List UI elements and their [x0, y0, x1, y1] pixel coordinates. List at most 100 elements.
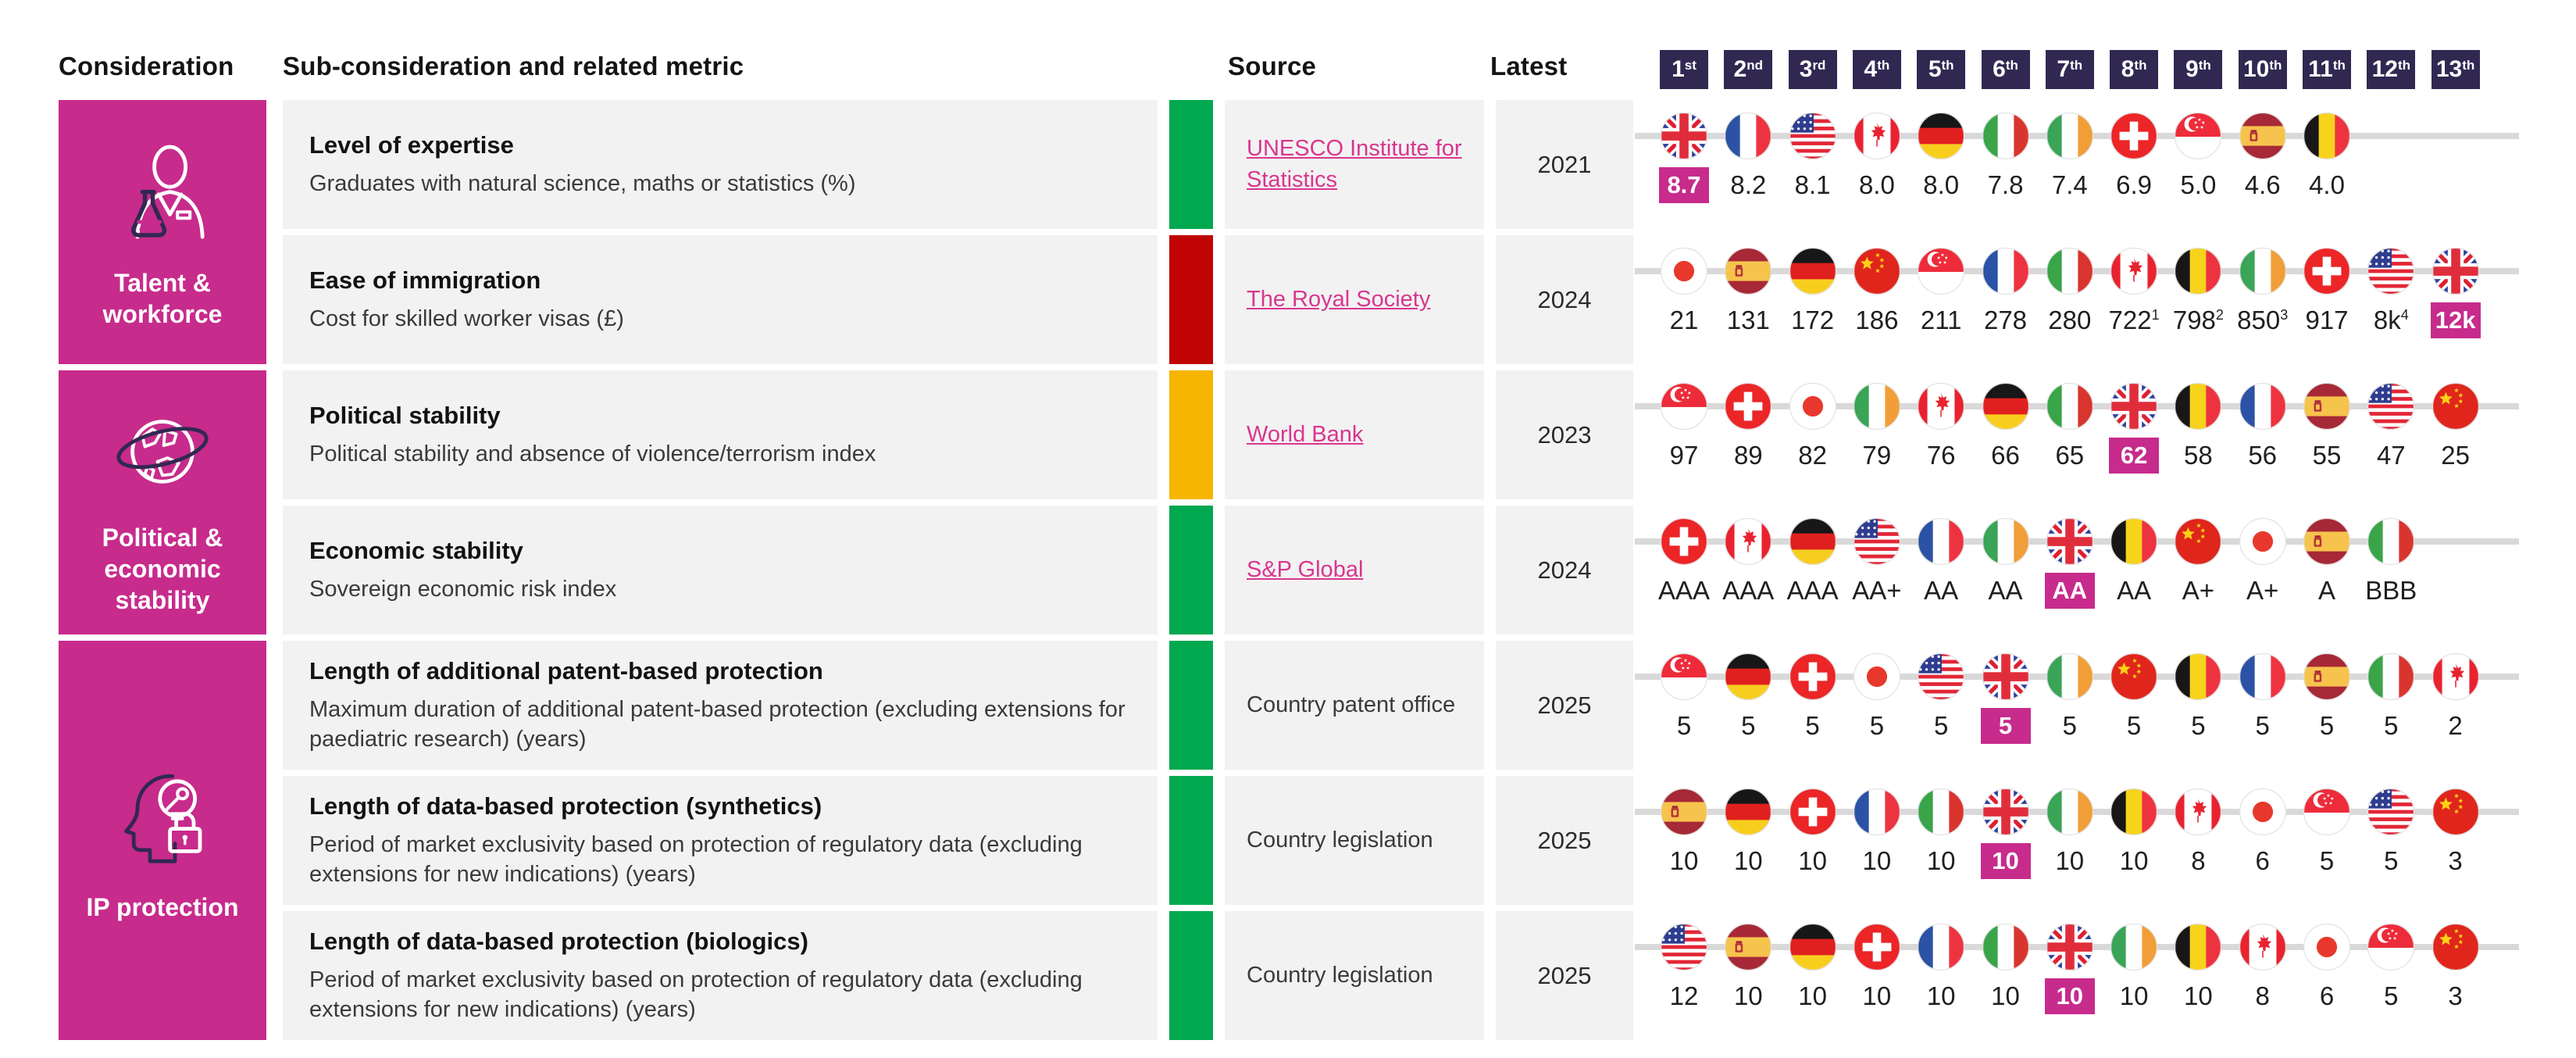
sub-consideration-cell: Length of additional patent-based protec…: [283, 641, 1158, 770]
footnote-marker: 1: [2151, 306, 2160, 323]
consideration-box-ip-protection: IP protection: [59, 641, 266, 1040]
latest-year-cell: 2024: [1496, 506, 1633, 634]
rank-value: 10: [2184, 981, 2213, 1010]
flag-icon-spain: [2303, 517, 2351, 566]
flag-icon-japan: [2303, 923, 2351, 971]
source-link[interactable]: UNESCO Institute for Statistics: [1247, 136, 1462, 192]
rank-column-6: 66: [1974, 370, 2038, 499]
rank-value: 47: [2376, 441, 2406, 470]
sub-consideration-cell: Ease of immigration Cost for skilled wor…: [283, 235, 1158, 364]
status-indicator-red: [1169, 235, 1213, 364]
metric-title: Level of expertise: [309, 130, 514, 159]
source-label: Country legislation: [1247, 962, 1433, 988]
rank-column-6: 10: [1974, 776, 2038, 905]
rank-column-5: 10: [1909, 911, 1973, 1040]
rank-column-13: 12k: [2424, 235, 2488, 364]
rank-value: 8.0: [1858, 170, 1895, 199]
source-link[interactable]: The Royal Society: [1247, 286, 1431, 312]
flag-icon-canada: [1853, 112, 1901, 160]
rank-column-5: AA: [1909, 506, 1973, 634]
rank-value-highlighted: 10: [1980, 843, 2031, 879]
rank-column-9: 5.0: [2166, 100, 2230, 229]
rank-column-7: 10: [2038, 911, 2102, 1040]
rank-value: 6.9: [2116, 170, 2153, 199]
flag-icon-italy: [1982, 923, 2030, 971]
rank-column-6: 10: [1974, 911, 2038, 1040]
rank-column-6: AA: [1974, 506, 2038, 634]
rank-value: 10: [1733, 846, 1763, 875]
flag-icon-canada: [2432, 652, 2480, 701]
rank-column-5: 10: [1909, 776, 1973, 905]
rank-column-7: 10: [2038, 776, 2102, 905]
latest-year-cell: 2024: [1496, 235, 1633, 364]
flag-icon-spain: [1724, 923, 1772, 971]
flag-icon-ireland: [1982, 517, 2030, 566]
flag-icon-italy: [1917, 788, 1965, 836]
flag-icon-italy: [2046, 247, 2094, 295]
rank-value: A: [2317, 576, 2335, 605]
flag-icon-uk: [2432, 247, 2480, 295]
rank-column-12: 5: [2359, 776, 2423, 905]
rank-value: 65: [2055, 441, 2085, 470]
rank-value: 56: [2248, 441, 2278, 470]
rank-value: 10: [1798, 981, 1827, 1010]
rank-value: AA+: [1852, 576, 1902, 605]
ranking-strip: 8.7 8.2 8.1 8.0 8.0 7.8 7.4 6.9 5.: [1635, 100, 2525, 229]
rank-column-12: BBB: [2359, 506, 2423, 634]
metric-row: Length of data-based protection (biologi…: [0, 911, 2576, 1040]
flag-icon-italy: [2367, 517, 2415, 566]
latest-year-cell: 2025: [1496, 911, 1633, 1040]
footnote-marker: 4: [2400, 306, 2409, 323]
rank-value: 5: [2384, 711, 2399, 740]
rank-value: 4.0: [2309, 170, 2345, 199]
rank-column-4: 186: [1845, 235, 1909, 364]
metric-row: Political stability Political stability …: [0, 370, 2576, 499]
source-cell: UNESCO Institute for Statistics: [1225, 100, 1484, 229]
rank-column-5: 8.0: [1909, 100, 1973, 229]
rank-value: 10: [1991, 981, 2020, 1010]
rank-column-2: 5: [1716, 641, 1780, 770]
consideration-label: IP protection: [86, 892, 239, 921]
metric-description: Graduates with natural science, maths or…: [309, 170, 856, 196]
source-link[interactable]: S&P Global: [1247, 556, 1364, 582]
flag-icon-germany: [1789, 517, 1837, 566]
rank-column-13: 2: [2424, 641, 2488, 770]
sub-consideration-cell: Length of data-based protection (synthet…: [283, 776, 1158, 905]
rank-value: 5: [2126, 711, 2142, 740]
rank-value: 917: [2305, 306, 2349, 334]
rank-value: 97: [1669, 441, 1699, 470]
metric-description: Maximum duration of additional patent-ba…: [309, 696, 1126, 752]
rank-value: AAA: [1657, 576, 1711, 605]
flag-icon-singapore: [2174, 112, 2222, 160]
rank-column-1: 10: [1652, 776, 1716, 905]
rank-value: 4.6: [2244, 170, 2281, 199]
metric-row: Length of additional patent-based protec…: [0, 641, 2576, 770]
rank-column-3: 82: [1781, 370, 1845, 499]
sub-consideration-cell: Level of expertise Graduates with natura…: [283, 100, 1158, 229]
flag-icon-switzerland: [1724, 382, 1772, 431]
source-cell: Country patent office: [1225, 641, 1484, 770]
rank-column-9: 58: [2166, 370, 2230, 499]
flag-icon-china: [2432, 923, 2480, 971]
rank-value: 10: [1669, 846, 1699, 875]
source-link[interactable]: World Bank: [1247, 421, 1364, 447]
rank-column-11: 55: [2295, 370, 2359, 499]
flag-icon-belgium: [2110, 788, 2158, 836]
rank-value-highlighted: 12k: [2430, 302, 2481, 338]
ranking-strip: 12 10 10 10 10 10 10 10 1: [1635, 911, 2525, 1040]
rank-value: BBB: [2365, 576, 2417, 605]
rank-column-11: 4.0: [2295, 100, 2359, 229]
rank-column-5: 211: [1909, 235, 1973, 364]
rank-column-1: 21: [1652, 235, 1716, 364]
rank-column-12: 8k 4: [2359, 235, 2423, 364]
metric-title: Ease of immigration: [309, 266, 541, 294]
flag-icon-switzerland: [1660, 517, 1708, 566]
rank-value: 3: [2448, 846, 2463, 875]
metric-description: Political stability and absence of viole…: [309, 441, 876, 466]
flag-icon-belgium: [2174, 247, 2222, 295]
source-cell: The Royal Society: [1225, 235, 1484, 364]
rank-value: 722 1: [2108, 306, 2160, 334]
rank-column-5: 76: [1909, 370, 1973, 499]
